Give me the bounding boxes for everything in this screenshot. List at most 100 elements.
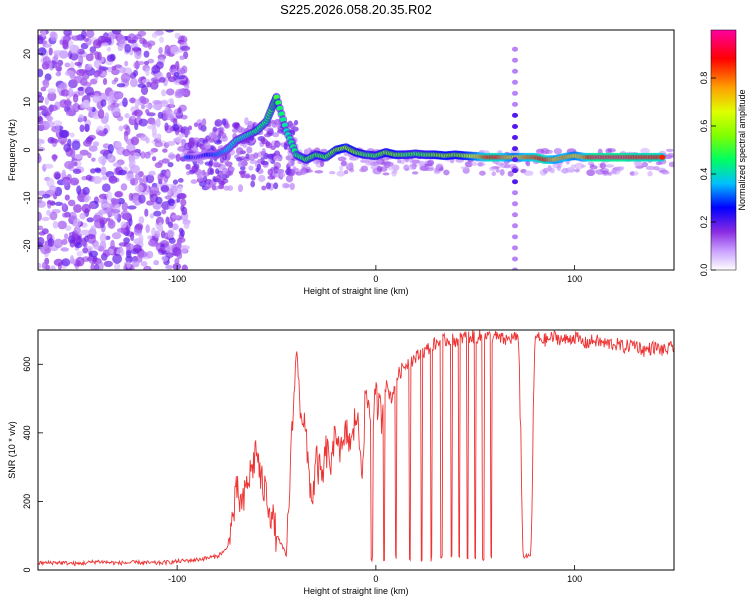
noise-speckle bbox=[104, 112, 110, 122]
noise-speckle bbox=[75, 256, 85, 267]
noise-speckle bbox=[133, 152, 140, 160]
noise-speckle bbox=[123, 237, 130, 244]
noise-speckle bbox=[101, 175, 108, 181]
noise-speckle bbox=[85, 174, 92, 181]
noise-speckle bbox=[183, 221, 190, 229]
stripe-blob bbox=[512, 135, 518, 140]
noise-speckle bbox=[589, 165, 598, 170]
noise-speckle bbox=[275, 142, 282, 147]
noise-speckle bbox=[271, 119, 276, 124]
noise-speckle bbox=[52, 120, 63, 127]
noise-speckle bbox=[57, 84, 62, 94]
noise-speckle bbox=[177, 192, 187, 200]
noise-speckle bbox=[105, 95, 111, 101]
noise-speckle bbox=[287, 160, 295, 167]
stripe-blob bbox=[512, 168, 518, 174]
noise-speckle bbox=[108, 218, 114, 226]
noise-speckle bbox=[207, 138, 216, 143]
noise-speckle bbox=[38, 106, 43, 111]
noise-speckle bbox=[153, 79, 161, 84]
noise-speckle bbox=[273, 182, 279, 190]
noise-speckle bbox=[89, 202, 96, 210]
noise-speckle bbox=[645, 165, 656, 171]
noise-speckle bbox=[147, 239, 156, 247]
noise-speckle bbox=[409, 164, 416, 170]
noise-speckle bbox=[64, 70, 75, 77]
noise-speckle bbox=[478, 162, 484, 167]
noise-speckle bbox=[193, 122, 199, 128]
noise-speckle bbox=[165, 88, 175, 96]
noise-speckle bbox=[665, 148, 674, 152]
noise-speckle bbox=[138, 216, 145, 224]
noise-speckle bbox=[186, 171, 191, 176]
noise-speckle bbox=[258, 174, 266, 183]
noise-speckle bbox=[50, 31, 58, 42]
noise-speckle bbox=[210, 180, 215, 186]
noise-speckle bbox=[409, 159, 418, 164]
noise-speckle bbox=[152, 103, 159, 110]
noise-speckle bbox=[114, 77, 119, 82]
noise-speckle bbox=[42, 194, 51, 199]
noise-speckle bbox=[84, 123, 90, 133]
snr-y-ticks: 0 200 400 600 bbox=[22, 357, 43, 573]
noise-speckle bbox=[495, 169, 500, 173]
noise-speckle bbox=[41, 262, 48, 270]
noise-speckle bbox=[49, 211, 58, 221]
noise-speckle bbox=[542, 167, 549, 174]
noise-speckle bbox=[178, 227, 184, 234]
noise-speckle bbox=[164, 122, 169, 131]
noise-speckle bbox=[134, 34, 143, 40]
noise-speckle bbox=[69, 177, 80, 186]
noise-speckle bbox=[265, 142, 273, 149]
noise-speckle bbox=[246, 146, 253, 154]
noise-speckle bbox=[168, 98, 174, 104]
noise-speckle bbox=[277, 168, 282, 174]
noise-speckle bbox=[153, 210, 162, 217]
noise-speckle bbox=[64, 194, 70, 201]
noise-speckle bbox=[52, 221, 59, 229]
noise-speckle bbox=[171, 223, 179, 231]
noise-speckle bbox=[86, 217, 94, 223]
noise-speckle bbox=[67, 235, 76, 244]
colorbar-ticks: 0.0 0.2 0.4 0.6 0.8 bbox=[699, 72, 716, 276]
noise-speckle bbox=[192, 165, 199, 173]
noise-speckle bbox=[83, 99, 91, 108]
noise-speckle bbox=[41, 216, 50, 222]
noise-speckle bbox=[470, 161, 477, 166]
noise-speckle bbox=[82, 81, 92, 87]
noise-speckle bbox=[38, 115, 44, 125]
colorbar-label: Normalized spectral amplitude bbox=[737, 89, 747, 210]
noise-speckle bbox=[661, 171, 670, 175]
noise-speckle bbox=[55, 71, 62, 77]
noise-speckle bbox=[138, 234, 144, 243]
noise-speckle bbox=[593, 169, 601, 174]
noise-speckle bbox=[161, 89, 167, 97]
noise-speckle bbox=[153, 260, 160, 266]
noise-speckle bbox=[61, 258, 71, 267]
noise-speckle bbox=[70, 148, 76, 159]
noise-speckle bbox=[436, 164, 442, 169]
stripe-blob bbox=[512, 190, 518, 196]
noise-speckle bbox=[250, 174, 256, 181]
noise-speckle bbox=[201, 118, 207, 127]
noise-speckle bbox=[424, 167, 435, 172]
noise-speckle bbox=[60, 247, 69, 252]
stripe-blob bbox=[512, 57, 518, 63]
noise-speckle bbox=[73, 154, 84, 159]
noise-speckle bbox=[116, 227, 126, 233]
noise-speckle bbox=[40, 86, 47, 92]
y-tick-label: 600 bbox=[22, 357, 32, 372]
noise-speckle bbox=[187, 141, 195, 149]
noise-speckle bbox=[526, 160, 531, 167]
noise-speckle bbox=[92, 214, 102, 223]
noise-speckle bbox=[64, 160, 75, 170]
spectrogram-y-label: Frequency (Hz) bbox=[7, 119, 17, 181]
noise-speckle bbox=[92, 93, 101, 104]
noise-speckle bbox=[155, 196, 163, 205]
noise-speckle bbox=[99, 149, 110, 156]
noise-speckle bbox=[112, 253, 122, 264]
noise-speckle bbox=[38, 142, 42, 148]
noise-speckle bbox=[38, 68, 44, 78]
noise-speckle bbox=[80, 229, 90, 236]
noise-speckle bbox=[392, 164, 400, 171]
